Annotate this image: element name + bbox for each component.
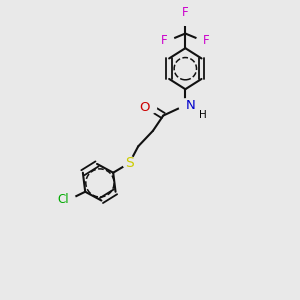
Circle shape bbox=[179, 12, 192, 25]
Text: S: S bbox=[125, 156, 134, 170]
Circle shape bbox=[196, 34, 209, 47]
Circle shape bbox=[123, 157, 136, 169]
Text: F: F bbox=[182, 6, 189, 19]
Circle shape bbox=[62, 193, 76, 206]
Text: F: F bbox=[161, 34, 168, 47]
Circle shape bbox=[143, 101, 157, 114]
Text: Cl: Cl bbox=[57, 193, 69, 206]
Text: F: F bbox=[203, 34, 210, 47]
Text: H: H bbox=[200, 110, 207, 120]
Circle shape bbox=[193, 103, 206, 116]
Text: N: N bbox=[185, 99, 195, 112]
Circle shape bbox=[179, 99, 192, 112]
Text: O: O bbox=[140, 101, 150, 114]
Circle shape bbox=[161, 34, 174, 47]
